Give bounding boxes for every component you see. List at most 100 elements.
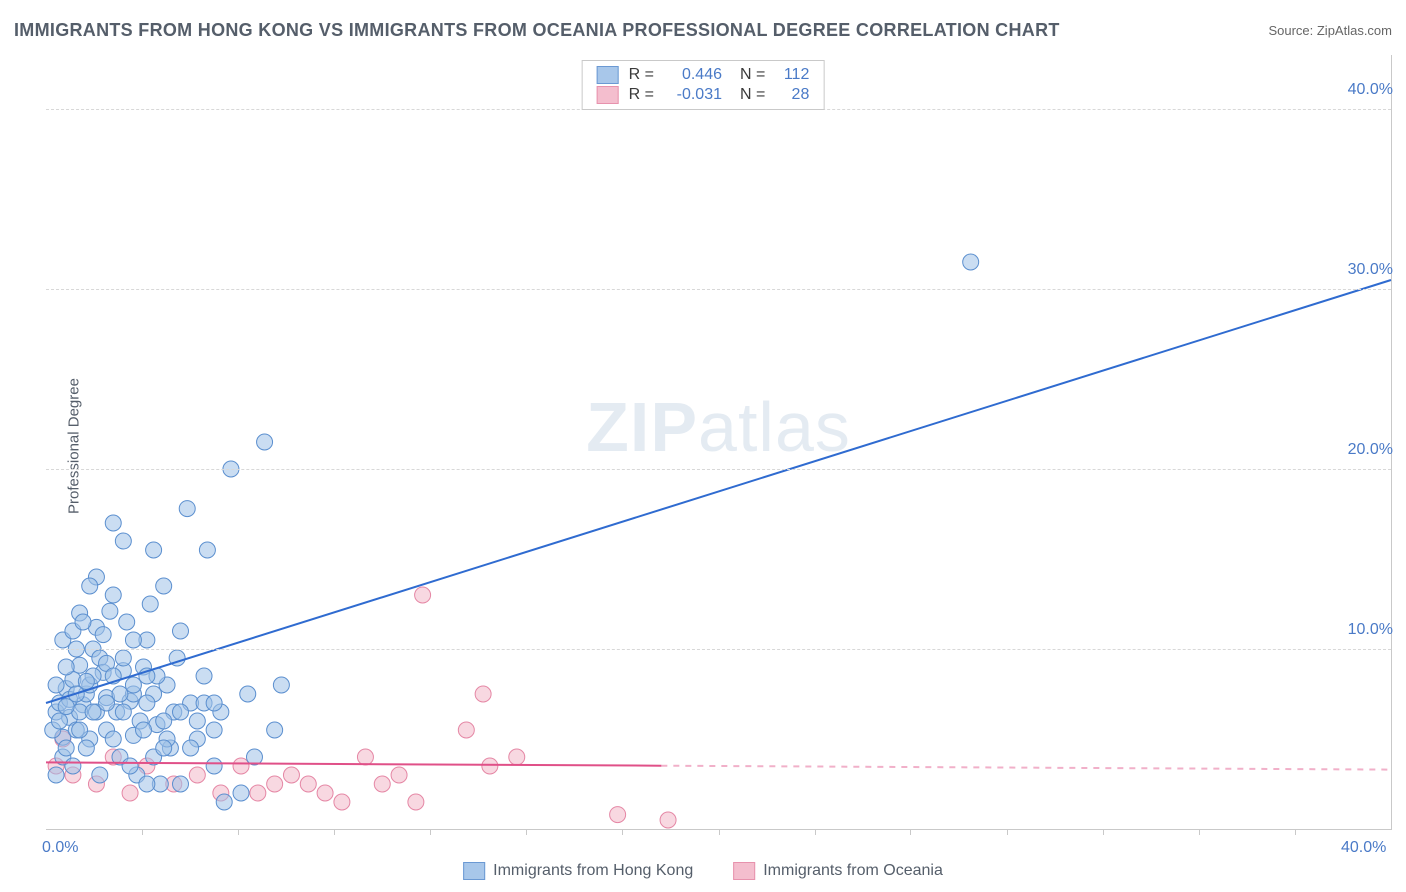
legend-swatch: [463, 862, 485, 880]
scatter-point: [48, 677, 64, 693]
scatter-point: [660, 812, 676, 828]
scatter-point: [78, 673, 94, 689]
scatter-point: [183, 740, 199, 756]
gridline: [46, 469, 1391, 470]
scatter-point: [206, 758, 222, 774]
legend-swatch: [597, 86, 619, 104]
x-tick-minor: [238, 829, 239, 835]
x-tick-minor: [622, 829, 623, 835]
scatter-point: [199, 542, 215, 558]
legend-swatch: [597, 66, 619, 84]
legend-r-value: 0.446: [664, 66, 722, 84]
scatter-point: [139, 695, 155, 711]
scatter-point: [509, 749, 525, 765]
legend-series-item: Immigrants from Oceania: [733, 862, 943, 880]
scatter-point: [283, 767, 299, 783]
scatter-point: [122, 785, 138, 801]
scatter-point: [115, 704, 131, 720]
scatter-point: [119, 614, 135, 630]
source-value: ZipAtlas.com: [1317, 23, 1392, 38]
scatter-point: [482, 758, 498, 774]
scatter-point: [142, 596, 158, 612]
scatter-point: [233, 785, 249, 801]
scatter-point: [92, 767, 108, 783]
scatter-point: [357, 749, 373, 765]
scatter-point: [95, 627, 111, 643]
scatter-point: [196, 668, 212, 684]
scatter-point: [82, 578, 98, 594]
scatter-point: [156, 578, 172, 594]
x-tick-minor: [815, 829, 816, 835]
scatter-point: [115, 650, 131, 666]
x-tick-minor: [910, 829, 911, 835]
legend-swatch: [733, 862, 755, 880]
x-tick-label: 0.0%: [42, 839, 78, 857]
scatter-point: [179, 501, 195, 517]
scatter-point: [105, 731, 121, 747]
scatter-point: [257, 434, 273, 450]
scatter-point: [48, 767, 64, 783]
scatter-point: [125, 677, 141, 693]
legend-n-value: 28: [775, 86, 809, 104]
legend-n-label: N =: [740, 66, 765, 84]
scatter-point: [112, 686, 128, 702]
scatter-point: [99, 695, 115, 711]
chart-plot-area: ZIPatlas 10.0%20.0%30.0%40.0%0.0%40.0%: [46, 55, 1392, 830]
scatter-point: [102, 603, 118, 619]
x-tick-minor: [1007, 829, 1008, 835]
scatter-point: [173, 623, 189, 639]
legend-n-label: N =: [740, 86, 765, 104]
page-title: IMMIGRANTS FROM HONG KONG VS IMMIGRANTS …: [14, 20, 1060, 41]
scatter-point: [51, 713, 67, 729]
scatter-point: [65, 758, 81, 774]
scatter-point: [72, 722, 88, 738]
legend-stat-row: R =0.446N =112: [597, 65, 810, 85]
scatter-point: [415, 587, 431, 603]
scatter-point: [146, 542, 162, 558]
source-attribution: Source: ZipAtlas.com: [1268, 23, 1392, 38]
y-tick-label: 40.0%: [1348, 81, 1393, 99]
x-tick-minor: [1199, 829, 1200, 835]
scatter-point: [408, 794, 424, 810]
scatter-point: [85, 704, 101, 720]
scatter-point: [125, 632, 141, 648]
source-label: Source:: [1268, 23, 1316, 38]
gridline: [46, 289, 1391, 290]
chart-svg: [46, 55, 1391, 829]
scatter-point: [273, 677, 289, 693]
legend-stat-row: R =-0.031N =28: [597, 85, 810, 105]
legend-n-value: 112: [775, 66, 809, 84]
x-tick-minor: [1103, 829, 1104, 835]
y-tick-label: 10.0%: [1348, 621, 1393, 639]
regression-line: [46, 280, 1391, 703]
scatter-point: [206, 722, 222, 738]
gridline: [46, 649, 1391, 650]
y-tick-label: 30.0%: [1348, 261, 1393, 279]
correlation-legend: R =0.446N =112R =-0.031N =28: [582, 60, 825, 110]
regression-line-dashed: [661, 766, 1391, 770]
x-tick-minor: [1295, 829, 1296, 835]
scatter-point: [963, 254, 979, 270]
scatter-point: [458, 722, 474, 738]
scatter-point: [267, 776, 283, 792]
scatter-point: [610, 807, 626, 823]
x-tick-minor: [430, 829, 431, 835]
scatter-point: [189, 767, 205, 783]
scatter-point: [391, 767, 407, 783]
legend-r-label: R =: [629, 86, 654, 104]
scatter-point: [334, 794, 350, 810]
legend-series-item: Immigrants from Hong Kong: [463, 862, 693, 880]
scatter-point: [156, 740, 172, 756]
scatter-point: [250, 785, 266, 801]
scatter-point: [374, 776, 390, 792]
x-tick-label: 40.0%: [1341, 839, 1386, 857]
scatter-point: [475, 686, 491, 702]
x-tick-minor: [142, 829, 143, 835]
x-tick-minor: [719, 829, 720, 835]
scatter-point: [115, 533, 131, 549]
x-tick-minor: [526, 829, 527, 835]
scatter-point: [240, 686, 256, 702]
legend-series-name: Immigrants from Hong Kong: [493, 862, 693, 880]
x-tick-minor: [334, 829, 335, 835]
scatter-point: [189, 713, 205, 729]
